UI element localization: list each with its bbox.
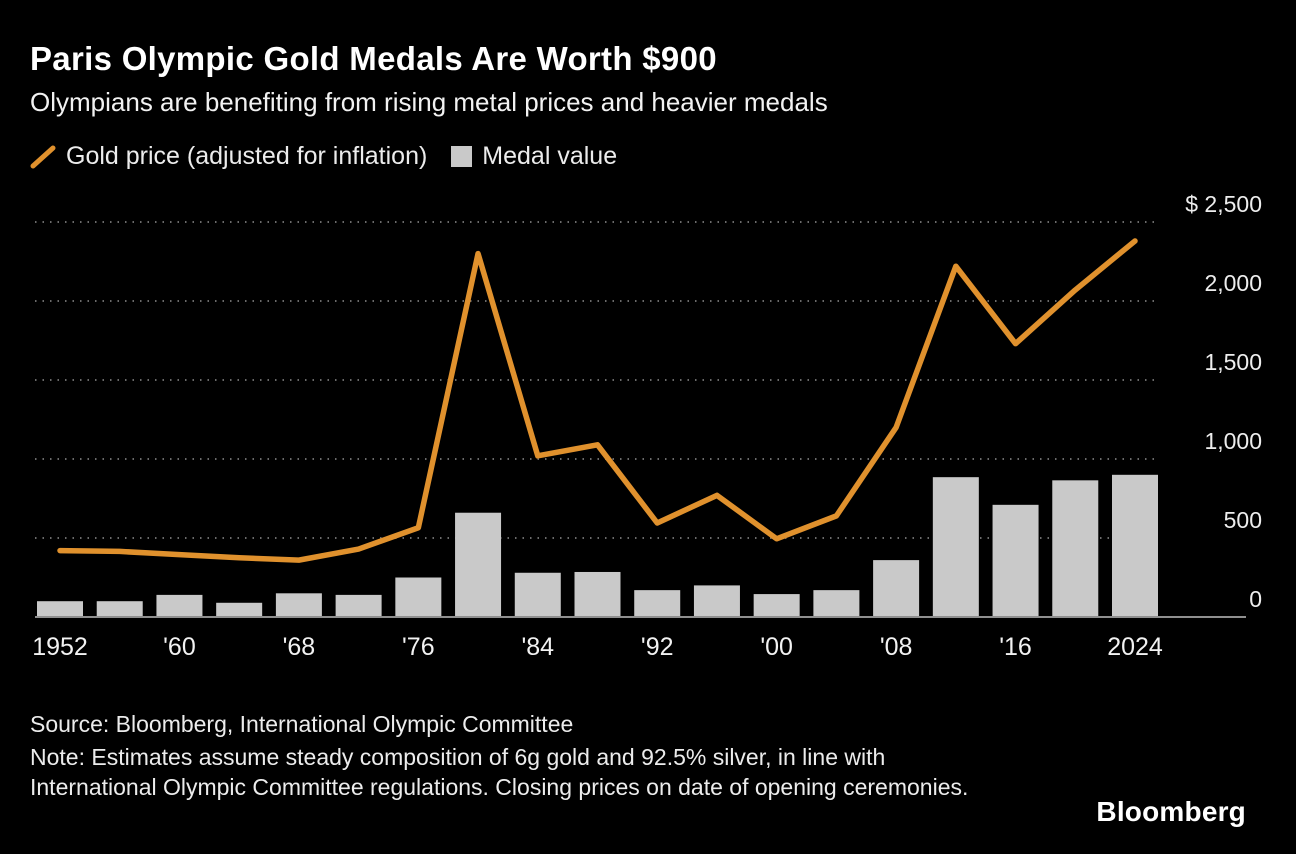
svg-text:$ 2,500: $ 2,500 [1185,191,1262,217]
note-text: Note: Estimates assume steady compositio… [30,744,969,800]
x-axis-labels: 1952 '60 '68 '76 '84 '92 '00 '08 '16 2024 [32,633,1163,661]
legend-label-gold-price: Gold price (adjusted for inflation) [66,142,428,170]
legend-item-medal-value: Medal value [451,142,617,171]
bar-swatch-icon [451,146,473,167]
svg-text:1,000: 1,000 [1204,428,1262,454]
line-swatch-icon [30,145,56,168]
chart-subtitle: Olympians are benefiting from rising met… [30,87,828,117]
svg-text:'68: '68 [283,633,316,661]
legend: Gold price (adjusted for inflation) Meda… [30,142,617,171]
svg-text:'00: '00 [760,633,793,661]
gridlines [35,221,1156,539]
bloomberg-logo: Bloomberg [1096,796,1246,827]
legend-item-gold-price: Gold price (adjusted for inflation) [30,142,427,171]
svg-text:'60: '60 [163,633,196,661]
svg-text:'92: '92 [641,633,674,661]
gold-price-line [57,238,1138,563]
svg-text:2024: 2024 [1107,633,1163,661]
svg-text:1,500: 1,500 [1204,349,1262,375]
svg-text:0: 0 [1249,586,1262,612]
combo-chart: 0 500 1,000 1,500 2,000 $ 2,500 1952 '60 '68 '76 '… [32,191,1262,661]
svg-text:'84: '84 [521,633,554,661]
svg-text:1952: 1952 [32,633,88,661]
chart-title: Paris Olympic Gold Medals Are Worth $900 [30,40,717,77]
svg-text:'16: '16 [999,633,1032,661]
svg-text:500: 500 [1224,507,1262,533]
legend-label-medal-value: Medal value [482,142,618,170]
source-text: Source: Bloomberg, International Olympic… [30,711,574,737]
svg-text:'76: '76 [402,633,435,661]
medal-value-bars [37,474,1158,617]
svg-text:2,000: 2,000 [1204,270,1262,296]
y-axis-labels: 0 500 1,000 1,500 2,000 $ 2,500 [1185,191,1262,612]
svg-text:'08: '08 [880,633,913,661]
